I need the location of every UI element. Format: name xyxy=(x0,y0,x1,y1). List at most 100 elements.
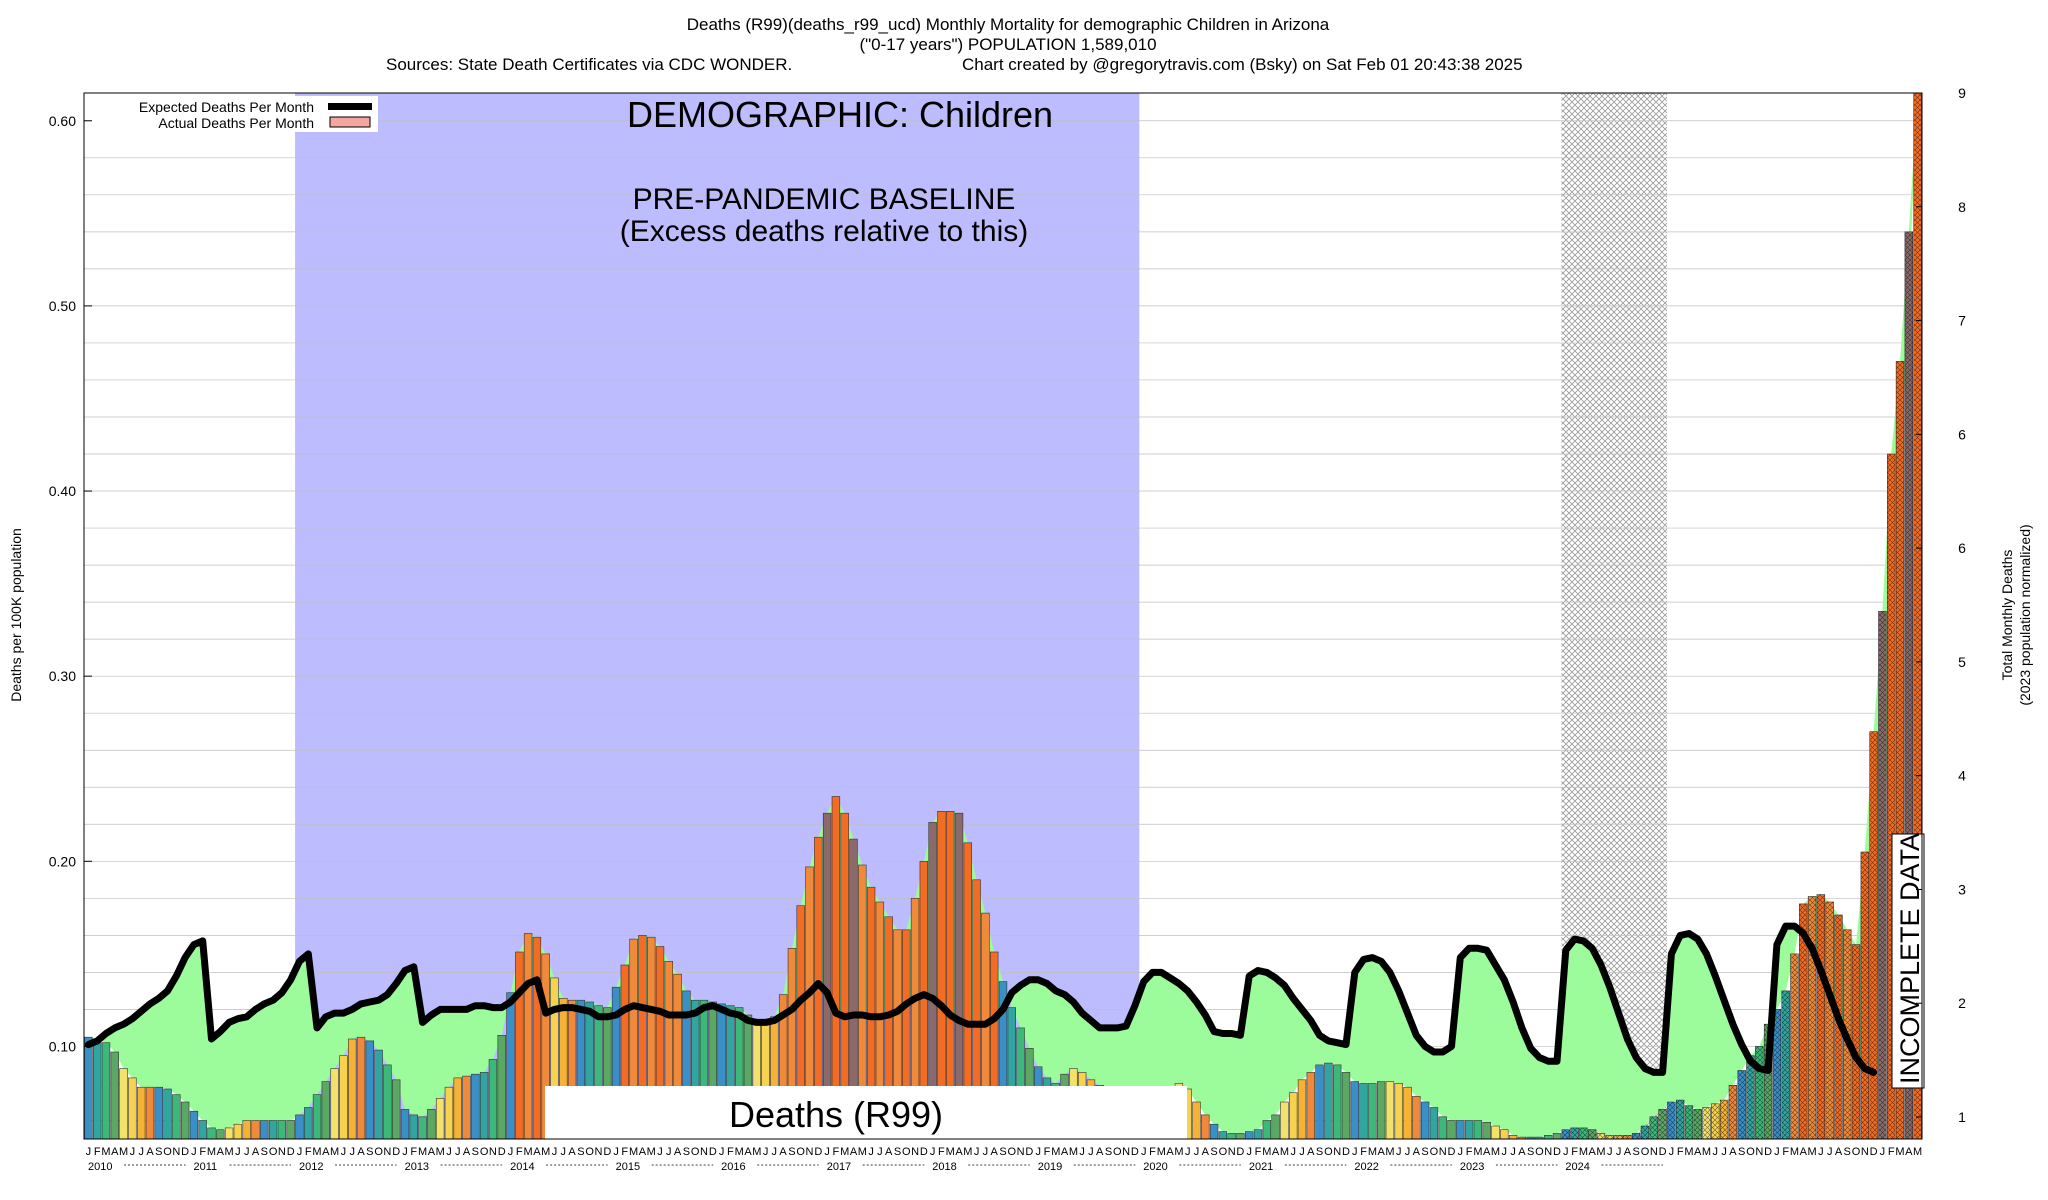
x-month-label: N xyxy=(806,1146,814,1158)
actual-bar xyxy=(1280,1101,1289,1139)
legend-expected-label: Expected Deaths Per Month xyxy=(139,99,314,115)
y2-axis-label: Total Monthly Deaths xyxy=(1999,550,2015,681)
x-month-label: A xyxy=(1307,1146,1315,1158)
incomplete-data-label: INCOMPLETE DATA xyxy=(1895,833,1925,1084)
actual-bar xyxy=(1438,1116,1447,1139)
x-year-label: 2013 xyxy=(405,1161,429,1173)
incomplete-bar-hatch xyxy=(1878,611,1887,1139)
x-month-label: O xyxy=(796,1146,805,1158)
x-month-label: J xyxy=(1510,1146,1516,1158)
x-month-label: J xyxy=(244,1146,250,1158)
x-month-label: A xyxy=(1800,1146,1808,1158)
x-month-label: M xyxy=(752,1146,761,1158)
actual-bar xyxy=(356,1036,366,1139)
incomplete-bar-hatch xyxy=(1764,1024,1772,1139)
x-month-label: S xyxy=(366,1146,373,1158)
legend-expected-swatch xyxy=(328,103,372,110)
incomplete-bar-hatch xyxy=(1799,903,1808,1139)
actual-bar xyxy=(198,1120,207,1139)
x-month-label: M xyxy=(330,1146,339,1158)
actual-bar xyxy=(937,810,946,1139)
actual-bar xyxy=(638,935,647,1139)
x-month-label: M xyxy=(1051,1146,1060,1158)
x-month-label: J xyxy=(930,1146,936,1158)
actual-bar xyxy=(1456,1120,1465,1139)
x-month-label: J xyxy=(1721,1146,1727,1158)
baseline-sublabel: (Excess deaths relative to this) xyxy=(620,215,1029,248)
incomplete-bar-hatch xyxy=(1588,1129,1597,1139)
x-month-label: A xyxy=(991,1146,999,1158)
x-month-label: S xyxy=(1633,1146,1640,1158)
actual-bar xyxy=(1412,1096,1421,1139)
x-month-label: J xyxy=(1299,1146,1305,1158)
x-month-label: J xyxy=(402,1146,408,1158)
x-month-label: M xyxy=(1262,1146,1271,1158)
x-month-label: J xyxy=(130,1146,136,1158)
x-year-label: 2010 xyxy=(88,1161,112,1173)
incomplete-bar-hatch xyxy=(1711,1103,1720,1139)
x-month-label: S xyxy=(999,1146,1006,1158)
actual-bar xyxy=(594,1005,603,1139)
actual-bar xyxy=(1420,1101,1430,1139)
x-month-label: M xyxy=(840,1146,849,1158)
actual-bar xyxy=(523,933,533,1139)
x-month-label: J xyxy=(297,1146,303,1158)
actual-bar xyxy=(435,1098,445,1139)
baseline-label: PRE-PANDEMIC BASELINE xyxy=(633,183,1016,216)
x-month-label: M xyxy=(1174,1146,1183,1158)
x-month-label: J xyxy=(446,1146,452,1158)
x-month-label: A xyxy=(885,1146,893,1158)
actual-bar xyxy=(1227,1133,1236,1139)
x-month-label: N xyxy=(1333,1146,1341,1158)
x-year-label: 2011 xyxy=(194,1161,218,1173)
x-month-label: M xyxy=(1157,1146,1166,1158)
actual-bar xyxy=(260,1120,269,1139)
x-month-label: J xyxy=(1818,1146,1824,1158)
x-month-label: M xyxy=(1491,1146,1500,1158)
x-month-label: S xyxy=(1527,1146,1534,1158)
x-month-label: N xyxy=(172,1146,180,1158)
incomplete-bar-hatch xyxy=(1746,1055,1755,1139)
x-month-label: D xyxy=(603,1146,611,1158)
x-month-label: M xyxy=(1895,1146,1904,1158)
x-month-label: J xyxy=(455,1146,461,1158)
x-month-label: F xyxy=(1360,1146,1367,1158)
x-month-label: M xyxy=(225,1146,234,1158)
actual-bar xyxy=(1359,1083,1368,1139)
y2-tick-label: 6 xyxy=(1958,540,1966,556)
x-month-label: F xyxy=(727,1146,734,1158)
actual-bar xyxy=(427,1109,436,1139)
actual-bar xyxy=(1289,1092,1298,1139)
x-month-label: D xyxy=(814,1146,822,1158)
x-year-label: 2020 xyxy=(1143,1161,1167,1173)
x-month-label: M xyxy=(1280,1146,1289,1158)
actual-bar xyxy=(805,866,814,1139)
x-month-label: M xyxy=(101,1146,110,1158)
x-month-label: A xyxy=(1202,1146,1210,1158)
x-month-label: F xyxy=(1466,1146,1473,1158)
actual-bar xyxy=(506,992,515,1139)
y2-tick-label: 4 xyxy=(1958,768,1966,784)
x-month-label: D xyxy=(392,1146,400,1158)
x-month-label: A xyxy=(217,1146,225,1158)
x-month-label: M xyxy=(524,1146,533,1158)
actual-bar xyxy=(471,1073,480,1139)
actual-bar xyxy=(1016,1027,1025,1139)
incomplete-bar-hatch xyxy=(1773,1009,1781,1139)
actual-bar xyxy=(383,1064,392,1139)
actual-bar xyxy=(1552,1133,1562,1139)
x-month-label: F xyxy=(199,1146,206,1158)
x-month-label: A xyxy=(428,1146,436,1158)
incomplete-bar-hatch xyxy=(1825,902,1834,1139)
x-month-label: A xyxy=(1272,1146,1280,1158)
actual-bar xyxy=(796,905,805,1139)
actual-bar xyxy=(699,999,709,1139)
actual-bar xyxy=(268,1120,278,1139)
actual-bar xyxy=(277,1120,287,1139)
x-month-label: A xyxy=(463,1146,471,1158)
x-month-label: S xyxy=(1738,1146,1745,1158)
incomplete-bar-hatch xyxy=(1729,1085,1737,1139)
x-month-label: D xyxy=(1448,1146,1456,1158)
actual-bar xyxy=(295,1114,304,1139)
actual-bar xyxy=(1297,1079,1307,1139)
